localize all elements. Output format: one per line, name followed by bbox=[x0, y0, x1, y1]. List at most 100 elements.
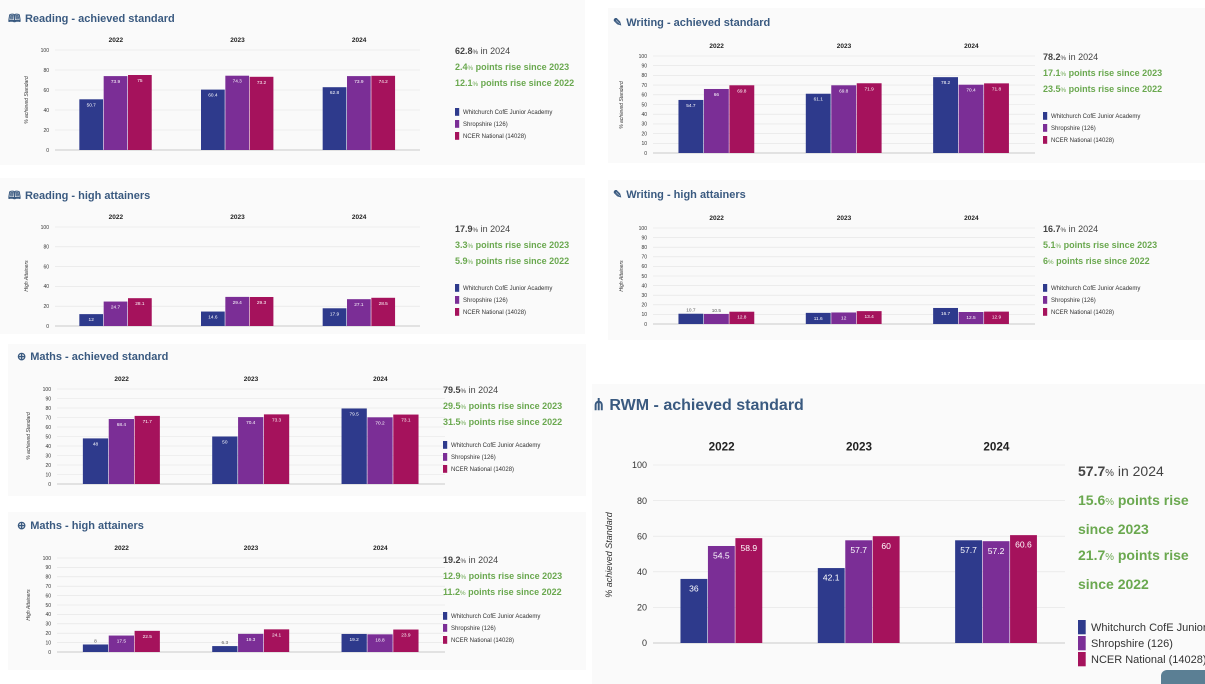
legend-swatch-school bbox=[1043, 112, 1048, 120]
bar-school-2024[interactable] bbox=[933, 307, 958, 324]
scroll-tab[interactable] bbox=[1161, 670, 1205, 684]
data-label: 58.9 bbox=[741, 543, 758, 553]
y-tick-label: 100 bbox=[41, 225, 50, 231]
bar-county-2023[interactable] bbox=[845, 540, 873, 643]
bar-school-2024[interactable] bbox=[341, 408, 367, 484]
bar-national-2022[interactable] bbox=[128, 298, 152, 326]
bar-national-2022[interactable] bbox=[134, 415, 160, 484]
data-label: 50 bbox=[222, 440, 228, 446]
data-label: 71.9 bbox=[865, 86, 875, 92]
legend-swatch-school bbox=[455, 284, 460, 292]
bar-school-2023[interactable] bbox=[201, 311, 225, 326]
y-tick-label: 50 bbox=[641, 274, 647, 280]
bar-school-2022[interactable] bbox=[680, 578, 708, 643]
bar-school-2023[interactable] bbox=[805, 312, 831, 324]
bar-county-2022[interactable] bbox=[108, 419, 134, 484]
bar-school-2024[interactable] bbox=[322, 308, 347, 326]
bar-county-2024[interactable] bbox=[347, 299, 371, 326]
bar-county-2024[interactable] bbox=[367, 634, 393, 652]
bar-school-2023[interactable] bbox=[212, 436, 238, 485]
data-label: 60 bbox=[881, 541, 891, 551]
bar-school-2022[interactable] bbox=[82, 438, 109, 484]
bar-county-2024[interactable] bbox=[347, 76, 371, 150]
data-label: 12.5 bbox=[966, 315, 976, 321]
bar-national-2022[interactable] bbox=[134, 630, 160, 652]
bar-national-2023[interactable] bbox=[249, 76, 274, 150]
bar-county-2024[interactable] bbox=[958, 84, 984, 153]
bar-county-2023[interactable] bbox=[238, 417, 264, 484]
bar-county-2022[interactable] bbox=[703, 313, 729, 324]
data-label: 11.6 bbox=[814, 316, 823, 322]
bar-school-2023[interactable] bbox=[201, 89, 225, 150]
bar-national-2023[interactable] bbox=[856, 83, 882, 153]
bar-school-2023[interactable] bbox=[805, 93, 831, 153]
bar-school-2022[interactable] bbox=[678, 99, 704, 153]
bar-school-2024[interactable] bbox=[322, 87, 347, 150]
bar-school-2022[interactable] bbox=[79, 314, 104, 326]
legend-swatch-national bbox=[443, 465, 448, 473]
y-axis-label: % achieved Standard bbox=[604, 511, 614, 598]
bar-school-2022[interactable] bbox=[79, 99, 104, 150]
bar-national-2022[interactable] bbox=[729, 311, 755, 324]
bar-national-2023[interactable] bbox=[263, 629, 290, 652]
bar-county-2024[interactable] bbox=[982, 541, 1010, 643]
data-label: 74.2 bbox=[379, 79, 389, 85]
y-tick-label: 60 bbox=[637, 531, 647, 541]
bar-national-2022[interactable] bbox=[729, 85, 755, 153]
category-label: 2023 bbox=[837, 215, 852, 222]
data-label: 23.9 bbox=[401, 633, 411, 639]
bar-county-2023[interactable] bbox=[831, 312, 857, 324]
bar-national-2024[interactable] bbox=[393, 629, 419, 652]
bar-national-2024[interactable] bbox=[371, 75, 396, 150]
y-axis-label: % achieved Standard bbox=[619, 81, 625, 129]
bar-county-2022[interactable] bbox=[103, 301, 128, 326]
legend-label: Whitchurch CofE Junior Academy bbox=[463, 286, 552, 292]
stat-text: points rise since 2022 bbox=[1053, 256, 1150, 266]
y-axis-label: % achieved Standard bbox=[26, 412, 32, 460]
bar-county-2022[interactable] bbox=[108, 635, 134, 652]
bar-national-2024[interactable] bbox=[984, 83, 1009, 153]
y-tick-label: 100 bbox=[43, 387, 52, 393]
y-tick-label: 60 bbox=[43, 264, 49, 270]
bar-national-2023[interactable] bbox=[856, 311, 882, 324]
bar-county-2024[interactable] bbox=[367, 417, 393, 484]
panel-title-text: Reading - high attainers bbox=[24, 190, 151, 202]
bar-county-2022[interactable] bbox=[707, 545, 735, 643]
data-label: 12 bbox=[89, 317, 95, 323]
bar-national-2024[interactable] bbox=[984, 311, 1009, 324]
bar-national-2022[interactable] bbox=[735, 538, 763, 643]
bar-school-2024[interactable] bbox=[933, 77, 958, 153]
bar-national-2023[interactable] bbox=[249, 296, 274, 326]
stat-text: points rise since 2023 bbox=[1061, 240, 1158, 250]
stat-line-3: 21.7% points rise since 2022 bbox=[1078, 542, 1203, 597]
category-label: 2024 bbox=[352, 37, 367, 44]
bar-national-2023[interactable] bbox=[263, 414, 290, 484]
y-tick-label: 80 bbox=[45, 406, 51, 412]
bar-school-2022[interactable] bbox=[678, 313, 704, 324]
stat-value: 29.5 bbox=[443, 401, 461, 411]
bar-school-2022[interactable] bbox=[82, 644, 109, 652]
percent-sign: % bbox=[1105, 468, 1114, 479]
data-label: 79.5 bbox=[350, 411, 360, 417]
data-label: 24.1 bbox=[272, 632, 282, 638]
bar-county-2022[interactable] bbox=[103, 76, 128, 150]
bar-national-2024[interactable] bbox=[1010, 535, 1037, 643]
bar-national-2022[interactable] bbox=[128, 75, 152, 150]
data-label: 24.7 bbox=[111, 305, 121, 311]
bar-national-2024[interactable] bbox=[371, 297, 396, 326]
bar-county-2023[interactable] bbox=[831, 85, 857, 153]
bar-school-2024[interactable] bbox=[341, 633, 367, 652]
bar-county-2022[interactable] bbox=[703, 88, 729, 153]
bar-school-2024[interactable] bbox=[955, 540, 982, 643]
bar-county-2024[interactable] bbox=[958, 312, 984, 324]
bar-county-2023[interactable] bbox=[225, 296, 250, 326]
bar-national-2023[interactable] bbox=[872, 536, 900, 643]
percent-sign: % bbox=[1060, 55, 1067, 62]
data-label: 57.7 bbox=[850, 545, 867, 555]
legend-label: Shropshire (126) bbox=[1051, 298, 1096, 304]
bar-school-2023[interactable] bbox=[212, 646, 238, 652]
bar-county-2023[interactable] bbox=[225, 75, 250, 150]
bar-county-2023[interactable] bbox=[238, 633, 264, 652]
bar-school-2023[interactable] bbox=[817, 568, 845, 643]
bar-national-2024[interactable] bbox=[393, 414, 419, 484]
